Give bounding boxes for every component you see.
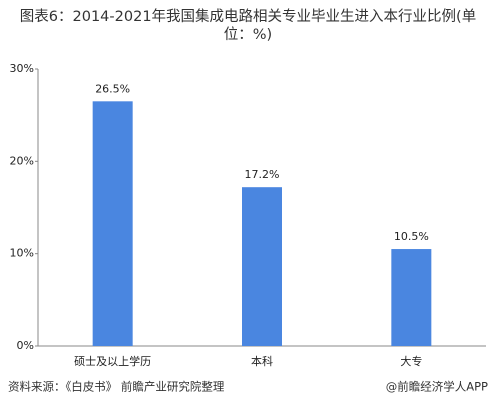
x-tick-label: 本科	[251, 354, 273, 368]
bar	[242, 187, 282, 346]
source: 资料来源：《白皮书》 前瞻产业研究院整理	[8, 380, 225, 394]
x-tick-label: 大专	[400, 354, 422, 368]
chart-title: 图表6：2014-2021年我国集成电路相关专业毕业生进入本行业比例(单位：%)	[19, 9, 477, 43]
y-tick-label: 0%	[17, 339, 34, 352]
value-label: 26.5%	[95, 82, 130, 95]
bar	[92, 101, 133, 346]
value-label: 10.5%	[394, 230, 429, 243]
value-label: 17.2%	[245, 168, 280, 181]
watermark: @前瞻经济学人APP	[386, 380, 488, 394]
y-tick-label: 10%	[10, 247, 34, 260]
y-tick-label: 20%	[10, 154, 34, 167]
y-tick-label: 30%	[10, 62, 34, 75]
bar	[391, 249, 432, 346]
x-tick-label: 硕士及以上学历	[74, 354, 151, 368]
